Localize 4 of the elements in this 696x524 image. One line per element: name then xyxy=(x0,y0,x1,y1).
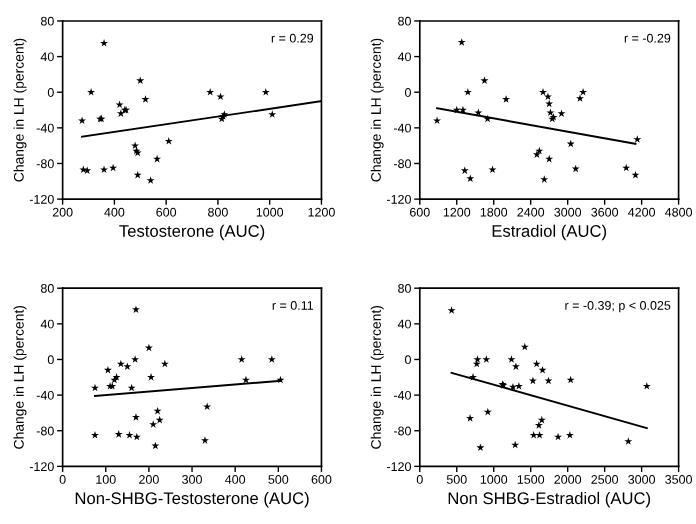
x-axis-title: Testosterone (AUC) xyxy=(119,224,265,241)
x-axis-title: Estradiol (AUC) xyxy=(492,224,607,241)
x-axis-title: Non-SHBG-Testosterone (AUC) xyxy=(75,491,309,508)
x-axis-title: Non SHBG-Estradiol (AUC) xyxy=(448,491,651,508)
